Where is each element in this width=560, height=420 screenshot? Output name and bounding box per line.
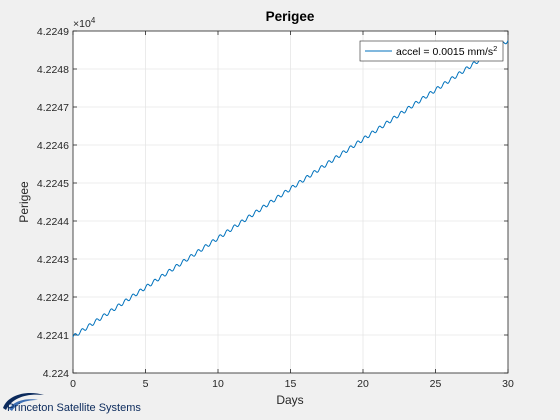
x-tick-label: 30 bbox=[502, 378, 514, 390]
y-tick-label: 4.2248 bbox=[37, 64, 69, 76]
y-tick-label: 4.2241 bbox=[37, 330, 69, 342]
x-tick-label: 5 bbox=[143, 378, 149, 390]
series-group bbox=[72, 40, 509, 338]
y-axis-label: Perigee bbox=[17, 181, 31, 223]
y-tick-label: 4.2242 bbox=[37, 292, 69, 304]
y-tick-label: 4.224 bbox=[43, 368, 69, 380]
legend-box bbox=[359, 40, 504, 62]
x-tick-label: 0 bbox=[70, 378, 76, 390]
x-axis-label: Days bbox=[276, 393, 303, 407]
logo-swoosh-inner-icon bbox=[9, 399, 38, 411]
y-axis-ticks: 4.224 4.2241 4.2242 4.2243 4.2244 4.2245 4.224… bbox=[37, 26, 508, 380]
y-tick-label: 4.2245 bbox=[37, 178, 69, 190]
y-tick-label: 4.2243 bbox=[37, 254, 69, 266]
x-tick-label: 10 bbox=[212, 378, 224, 390]
logo-text: Princeton Satellite Systems bbox=[7, 402, 141, 414]
y-tick-label: 4.2244 bbox=[37, 216, 69, 228]
x-tick-label: 15 bbox=[285, 378, 297, 390]
company-logo: Princeton Satellite Systems bbox=[3, 392, 141, 414]
y-tick-label: 4.2247 bbox=[37, 102, 69, 114]
logo-swoosh-icon bbox=[3, 392, 44, 410]
series-line bbox=[72, 40, 509, 338]
y-tick-label: 4.2249 bbox=[37, 26, 69, 38]
x-axis-ticks: 0 5 10 15 20 25 30 bbox=[70, 31, 514, 390]
legend[interactable]: accel = 0.0015 mm/s2 bbox=[359, 40, 504, 62]
y-exponent-label: ×104 bbox=[73, 16, 96, 30]
legend-entry-label: accel = 0.0015 mm/s2 bbox=[396, 44, 497, 58]
y-tick-label: 4.2246 bbox=[37, 140, 69, 152]
x-tick-label: 25 bbox=[430, 378, 442, 390]
chart-title: Perigee bbox=[266, 9, 315, 24]
x-tick-label: 20 bbox=[357, 378, 369, 390]
